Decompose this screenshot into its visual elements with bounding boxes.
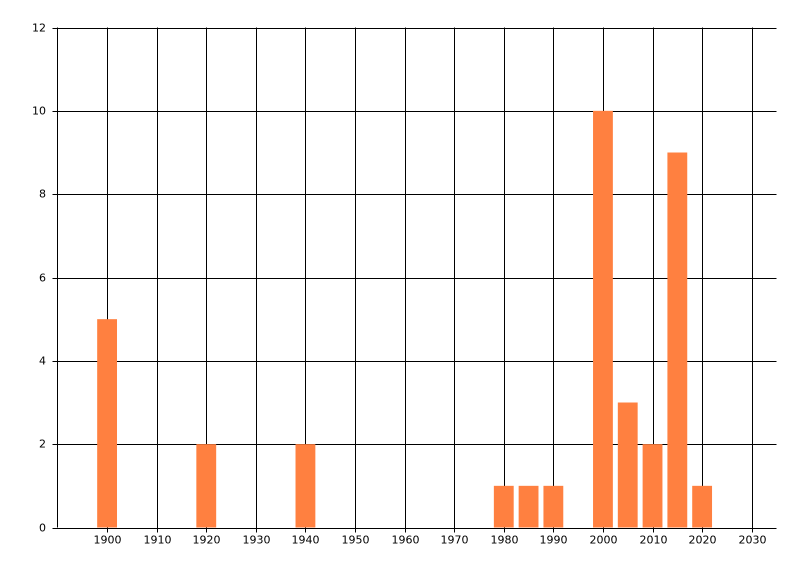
y-tick-label: 2 [39,438,46,451]
y-tick-label: 12 [32,22,46,35]
bar [493,485,514,528]
bar [692,485,713,528]
y-tick-label: 4 [39,355,46,368]
y-tick-label: 8 [39,188,46,201]
bar [518,485,539,528]
bar [593,110,613,528]
x-tick-label: 1930 [243,534,271,547]
x-tick-label: 1900 [94,534,122,547]
x-tick-label: 1960 [392,534,420,547]
x-tick-label: 2010 [640,534,668,547]
x-tick-label: 1910 [144,534,172,547]
bar [196,444,217,528]
x-tick-label: 2030 [739,534,767,547]
x-tick-label: 1950 [342,534,370,547]
y-tick-label: 6 [39,272,46,285]
bar [543,485,564,528]
x-tick-label: 2020 [689,534,717,547]
bar [295,444,316,528]
bar [97,319,118,528]
bar [642,444,663,528]
x-tick-label: 1920 [193,534,221,547]
x-tick-label: 1990 [540,534,568,547]
bar [617,402,638,528]
x-tick-label: 1970 [441,534,469,547]
x-tick-label: 1980 [491,534,519,547]
y-tick-label: 10 [32,105,46,118]
bar [667,152,688,528]
x-tick-label: 2000 [590,534,618,547]
y-tick-label: 0 [39,522,46,535]
x-tick-label: 1940 [292,534,320,547]
